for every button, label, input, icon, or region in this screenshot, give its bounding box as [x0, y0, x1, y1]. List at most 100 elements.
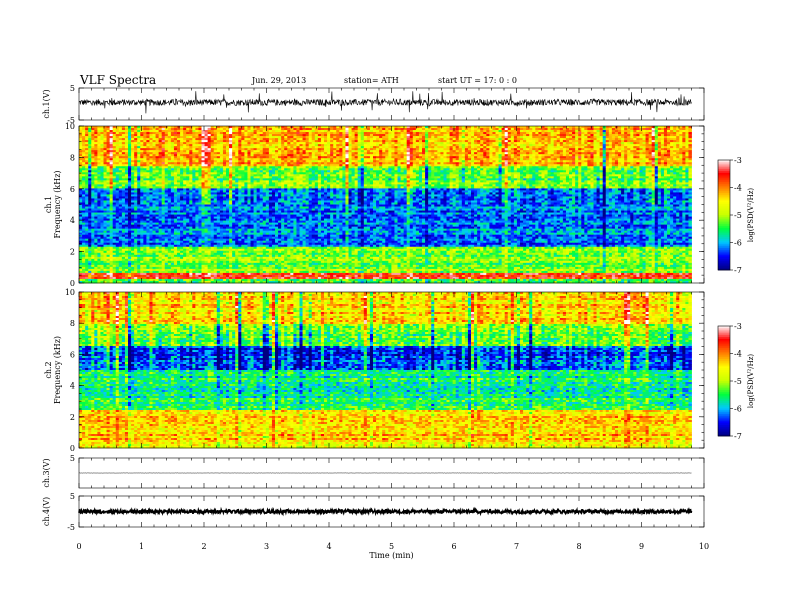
- spectrogram-cell: [440, 128, 444, 131]
- spectrogram-cell: [639, 146, 643, 149]
- spectrogram-cell: [195, 146, 199, 149]
- spectrogram-cell: [688, 140, 692, 143]
- spectrogram-cell: [173, 152, 178, 155]
- spectrogram-cell: [250, 128, 254, 131]
- spectrogram-cell: [507, 136, 512, 139]
- spectrogram-cell: [559, 146, 564, 149]
- spectrogram-cell: [391, 128, 395, 131]
- spectrogram-cell: [608, 132, 613, 135]
- spectrogram-cell: [504, 150, 509, 153]
- spectrogram-cell: [486, 150, 490, 153]
- spectrogram-cell: [562, 152, 567, 155]
- spectrogram-cell: [284, 142, 288, 145]
- spectrogram-cell: [128, 150, 132, 153]
- spectrogram-cell: [235, 134, 239, 137]
- spectrogram-cell: [121, 152, 126, 155]
- spectrogram-cell: [308, 146, 313, 149]
- spectrogram-cell: [397, 128, 401, 131]
- spectrogram-cell: [128, 146, 132, 149]
- spectrogram-cell: [471, 132, 475, 135]
- spectrogram-cell: [88, 148, 92, 151]
- spectrogram-cell: [183, 132, 187, 135]
- spectrogram-cell: [345, 134, 349, 137]
- spectrogram-cell: [425, 132, 429, 135]
- spectrogram-cell: [526, 154, 530, 157]
- spectrogram-cell: [434, 144, 438, 147]
- spectrogram-cell: [271, 146, 276, 149]
- spectrogram-cell: [385, 136, 389, 139]
- spectrogram-cell: [143, 140, 147, 143]
- spectrogram-cell: [663, 138, 668, 141]
- spectrogram-cell: [663, 148, 668, 151]
- spectrogram-cell: [207, 146, 212, 149]
- spectrogram-cell: [131, 130, 135, 133]
- spectrogram-cell: [495, 136, 499, 139]
- spectrogram-cell: [492, 146, 496, 149]
- spectrogram-cell: [391, 140, 395, 143]
- spectrogram-cell: [492, 130, 496, 133]
- spectrogram-cell: [483, 134, 487, 137]
- spectrogram-cell: [572, 130, 576, 133]
- spectrogram-cell: [578, 128, 582, 131]
- spectrogram-cell: [593, 126, 597, 129]
- spectrogram-cell: [210, 126, 215, 129]
- spectrogram-cell: [186, 144, 190, 147]
- spectrogram-cell: [611, 150, 616, 153]
- spectrogram-cell: [412, 130, 417, 133]
- spectrogram-cell: [422, 126, 426, 129]
- spectrogram-cell: [452, 146, 457, 149]
- spectrogram-cell: [489, 140, 493, 143]
- spectrogram-cell: [115, 148, 120, 151]
- spectrogram-cell: [504, 146, 509, 149]
- spectrogram-cell: [275, 154, 279, 157]
- spectrogram-cell: [118, 146, 123, 149]
- spectrogram-cell: [581, 126, 585, 129]
- spectrogram-cell: [198, 134, 202, 137]
- spectrogram-cell: [94, 128, 98, 131]
- spectrogram-cell: [373, 152, 377, 155]
- spectrogram-cell: [685, 132, 689, 135]
- spectrogram-cell: [437, 138, 441, 141]
- spectrogram-cell: [140, 154, 144, 157]
- spectrogram-cell: [345, 126, 349, 129]
- spectrogram-cell: [330, 126, 334, 129]
- spectrogram-cell: [642, 150, 646, 153]
- spectrogram-cell: [510, 144, 515, 147]
- spectrogram-cell: [336, 144, 340, 147]
- spectrogram-cell: [216, 126, 221, 129]
- spectrogram-cell: [164, 134, 169, 137]
- spectrogram-cell: [339, 132, 343, 135]
- spectrogram-cell: [250, 142, 254, 145]
- spectrogram-cell: [425, 140, 429, 143]
- spectrogram-cell: [348, 146, 352, 149]
- spectrogram-cell: [449, 144, 454, 147]
- spectrogram-cell: [97, 138, 101, 141]
- spectrogram-cell: [422, 144, 426, 147]
- spectrogram-cell: [467, 144, 472, 147]
- spectrogram-cell: [507, 134, 512, 137]
- spectrogram-cell: [633, 150, 637, 153]
- spectrogram-cell: [256, 138, 261, 141]
- spectrogram-cell: [210, 150, 215, 153]
- spectrogram-cell: [676, 142, 680, 145]
- spectrogram-cell: [648, 138, 653, 141]
- spectrogram-cell: [256, 150, 261, 153]
- spectrogram-cell: [226, 152, 230, 155]
- spectrogram-cell: [115, 142, 120, 145]
- spectrogram-cell: [348, 138, 352, 141]
- spectrogram-cell: [351, 152, 356, 155]
- spectrogram-cell: [461, 142, 466, 145]
- spectrogram-cell: [137, 136, 141, 139]
- spectrogram-cell: [486, 132, 490, 135]
- spectrogram-cell: [192, 146, 196, 149]
- spectrogram-cell: [596, 142, 601, 145]
- spectrogram-cell: [572, 150, 576, 153]
- spectrogram-cell: [461, 134, 466, 137]
- spectrogram-cell: [268, 126, 273, 129]
- spectrogram-cell: [327, 130, 331, 133]
- spectrogram-cell: [137, 126, 141, 129]
- spectrogram-cell: [180, 152, 184, 155]
- spectrogram-cell: [507, 138, 512, 141]
- spectrogram-cell: [354, 132, 359, 135]
- spectrogram-cell: [480, 128, 484, 131]
